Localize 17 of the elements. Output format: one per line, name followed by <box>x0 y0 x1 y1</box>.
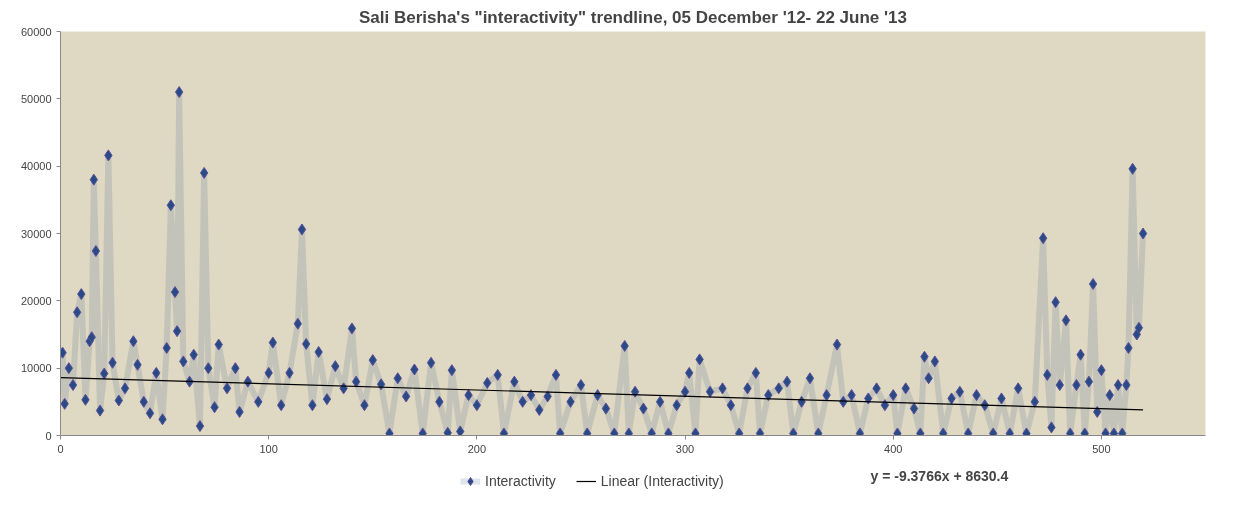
y-tick-label: 40000 <box>20 160 52 173</box>
y-tick-label: 30000 <box>20 227 52 240</box>
text: y = -9.3766x + 8630.4 <box>870 467 1009 484</box>
y-tick-label: 50000 <box>20 92 52 105</box>
y-tick-label: 60000 <box>20 25 52 38</box>
legend-label: Linear (Interactivity) <box>600 473 724 489</box>
x-tick-label: 0 <box>57 442 64 455</box>
x-tick-label: 100 <box>259 442 278 455</box>
y-tick-label: 10000 <box>20 362 52 375</box>
x-tick-label: 500 <box>1092 442 1111 455</box>
chart-title: Sali Berisha's "interactivity" trendline, 05 December '12- 22 June '13 <box>359 7 907 27</box>
x-tick-label: 300 <box>675 442 695 455</box>
legend-label: Interactivity <box>485 473 556 489</box>
y-tick-label: 20000 <box>20 294 52 307</box>
y-tick-label: 0 <box>45 429 52 442</box>
x-tick-label: 400 <box>884 442 903 455</box>
x-tick-label: 200 <box>467 442 487 455</box>
